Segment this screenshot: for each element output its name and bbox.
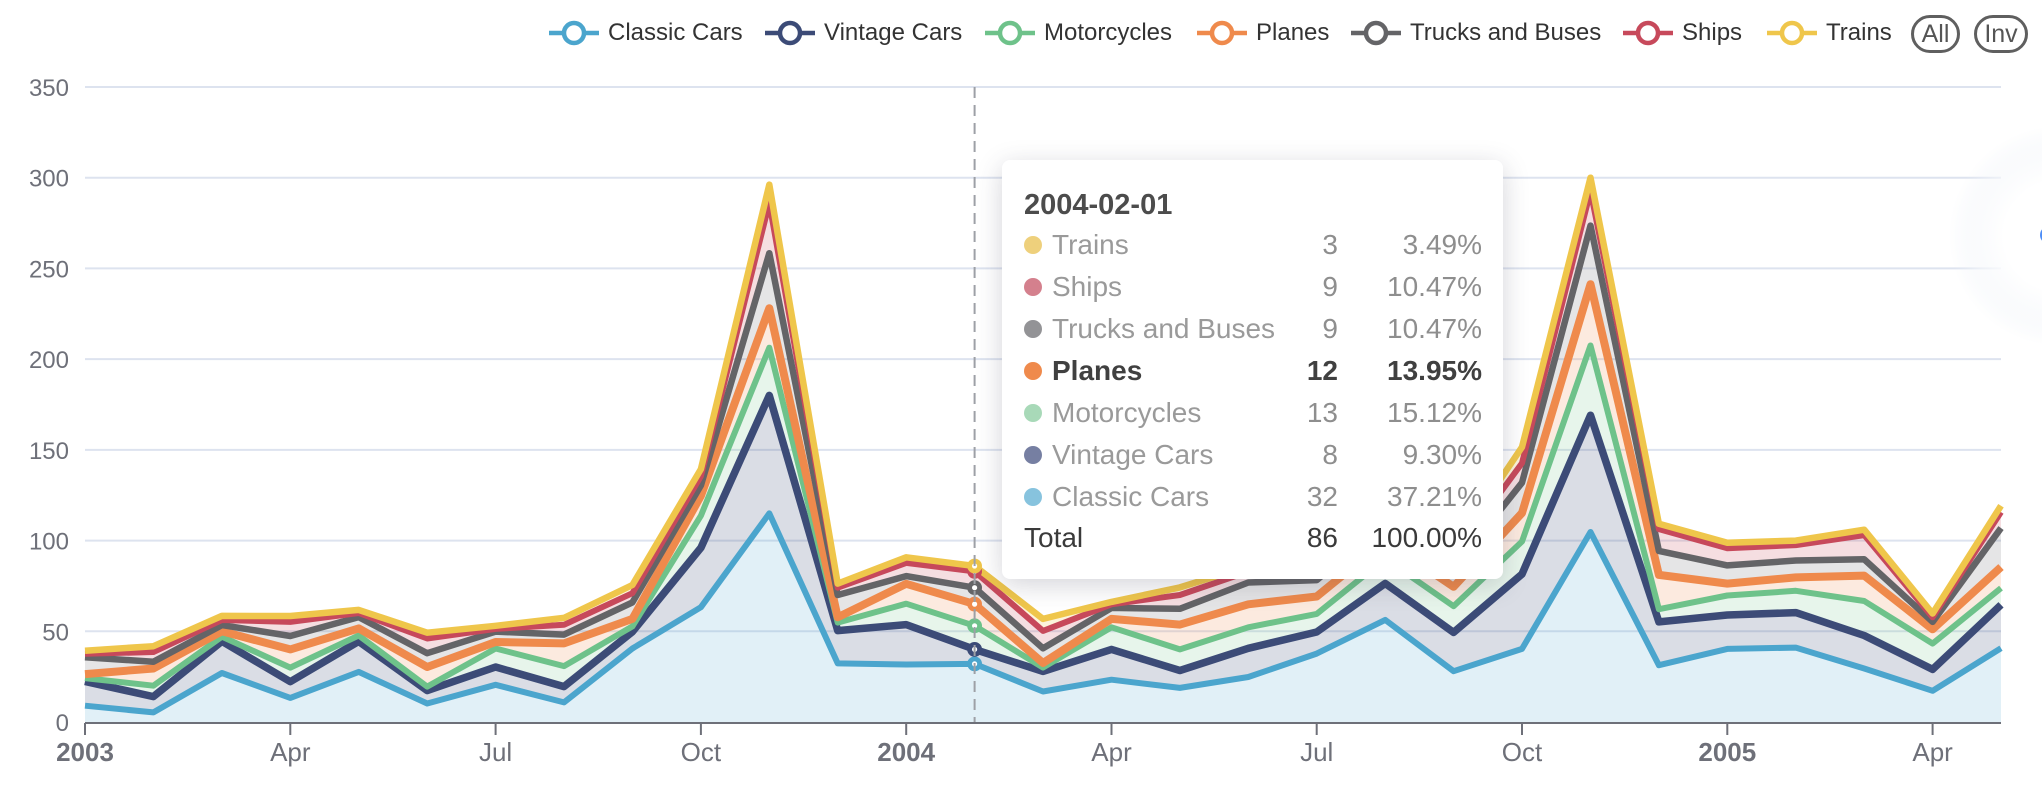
svg-text:Jul: Jul [1300, 737, 1333, 767]
svg-text:150: 150 [29, 438, 69, 465]
svg-text:300: 300 [29, 166, 69, 193]
svg-text:Oct: Oct [681, 737, 722, 767]
svg-text:200: 200 [29, 347, 69, 374]
svg-text:Apr: Apr [1091, 737, 1132, 767]
svg-text:2004: 2004 [877, 737, 935, 767]
svg-text:2003: 2003 [56, 737, 114, 767]
svg-text:350: 350 [29, 75, 69, 102]
svg-text:Oct: Oct [1502, 737, 1543, 767]
svg-text:Apr: Apr [270, 737, 311, 767]
svg-text:0: 0 [56, 710, 69, 737]
svg-text:50: 50 [42, 619, 69, 646]
svg-text:2005: 2005 [1698, 737, 1756, 767]
svg-text:250: 250 [29, 256, 69, 283]
svg-text:100: 100 [29, 529, 69, 556]
svg-text:Jul: Jul [479, 737, 512, 767]
svg-text:Apr: Apr [1912, 737, 1953, 767]
